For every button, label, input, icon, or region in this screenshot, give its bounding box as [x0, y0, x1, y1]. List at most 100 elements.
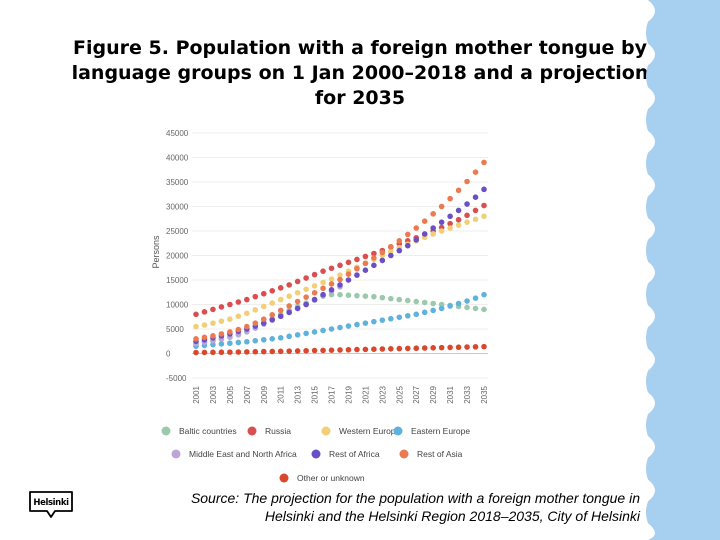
chart-legend: Baltic countries Russia Western Europe East… — [161, 426, 470, 483]
data-point — [328, 265, 335, 272]
y-tick-label: 35000 — [166, 178, 189, 187]
data-point — [294, 298, 301, 305]
data-point — [269, 300, 276, 306]
data-point — [472, 305, 479, 312]
data-point — [294, 278, 301, 285]
y-tick-label: 25000 — [166, 227, 189, 236]
data-point — [421, 218, 428, 224]
data-point — [481, 213, 487, 220]
data-point — [210, 320, 216, 326]
data-point — [362, 253, 369, 260]
legend-label: Rest of Africa — [329, 449, 380, 459]
data-point — [447, 213, 453, 220]
x-tick-label: 2019 — [344, 385, 353, 403]
data-point — [260, 290, 267, 297]
data-point — [371, 293, 377, 300]
data-point — [328, 281, 335, 287]
data-point — [320, 347, 326, 354]
data-point — [388, 252, 394, 259]
y-tick-label: 0 — [166, 350, 171, 359]
legend-marker — [311, 449, 321, 459]
legend-marker — [171, 449, 181, 459]
y-tick-label: 20000 — [166, 252, 189, 261]
legend-marker — [399, 449, 409, 459]
legend-item: Other or unknown — [279, 473, 365, 483]
data-point — [277, 335, 284, 341]
helsinki-logo-text: Helsinki — [33, 498, 69, 508]
data-point — [210, 341, 216, 348]
data-point — [294, 289, 301, 296]
legend-label: Middle East and North Africa — [189, 449, 297, 459]
data-point — [455, 300, 462, 307]
data-point — [455, 222, 462, 228]
data-point — [430, 231, 436, 237]
legend-label: Russia — [265, 426, 291, 436]
data-point — [362, 293, 369, 299]
data-point — [472, 194, 479, 200]
data-point — [337, 291, 343, 298]
data-point — [447, 303, 453, 309]
data-point — [294, 348, 301, 354]
data-point — [396, 247, 403, 254]
chart-points — [193, 159, 487, 356]
data-point — [430, 225, 436, 231]
data-point — [244, 349, 250, 355]
data-point — [328, 287, 335, 293]
data-point — [481, 291, 487, 298]
x-tick-label: 2017 — [328, 385, 337, 403]
data-point — [388, 295, 394, 302]
data-point — [354, 256, 360, 263]
data-point — [447, 225, 453, 231]
data-point — [311, 296, 318, 303]
legend-marker — [161, 426, 171, 436]
data-point — [277, 348, 284, 355]
y-tick-label: 15000 — [166, 276, 189, 285]
legend-label: Eastern Europe — [411, 426, 470, 436]
data-point — [210, 349, 216, 356]
legend-marker — [393, 426, 403, 436]
data-point — [244, 310, 250, 317]
data-point — [447, 344, 453, 351]
data-point — [294, 332, 301, 338]
data-point — [320, 285, 326, 292]
y-tick-label: 40000 — [166, 154, 189, 163]
data-point — [388, 345, 394, 352]
data-point — [464, 344, 470, 350]
data-point — [286, 348, 292, 354]
data-point — [218, 331, 225, 337]
data-point — [337, 276, 343, 283]
data-point — [337, 347, 343, 353]
y-tick-label: 5000 — [166, 325, 184, 334]
data-point — [379, 346, 386, 352]
data-point — [438, 228, 445, 234]
legend-label: Baltic countries — [179, 426, 237, 436]
data-point — [345, 277, 352, 283]
legend-label: Western Europe — [339, 426, 401, 436]
data-point — [438, 344, 445, 351]
data-point — [303, 301, 309, 308]
data-point — [404, 231, 411, 238]
data-point — [345, 259, 352, 266]
y-tick-label: 45000 — [166, 129, 189, 138]
data-point — [218, 349, 225, 356]
wave-decoration — [646, 0, 720, 540]
data-point — [455, 187, 462, 194]
data-point — [481, 202, 487, 209]
data-point — [269, 311, 276, 318]
data-point — [235, 313, 242, 320]
legend-item: Rest of Africa — [311, 449, 380, 459]
data-point — [303, 294, 309, 300]
data-point — [388, 248, 394, 255]
data-point — [260, 303, 267, 310]
data-point — [345, 323, 352, 329]
data-point — [235, 349, 242, 355]
data-point — [193, 311, 199, 318]
data-point — [354, 272, 360, 278]
data-point — [235, 299, 242, 305]
data-point — [303, 275, 309, 281]
data-point — [277, 313, 284, 320]
data-point — [303, 286, 309, 293]
data-point — [260, 320, 267, 326]
data-point — [464, 178, 470, 185]
legend-marker — [247, 426, 257, 436]
